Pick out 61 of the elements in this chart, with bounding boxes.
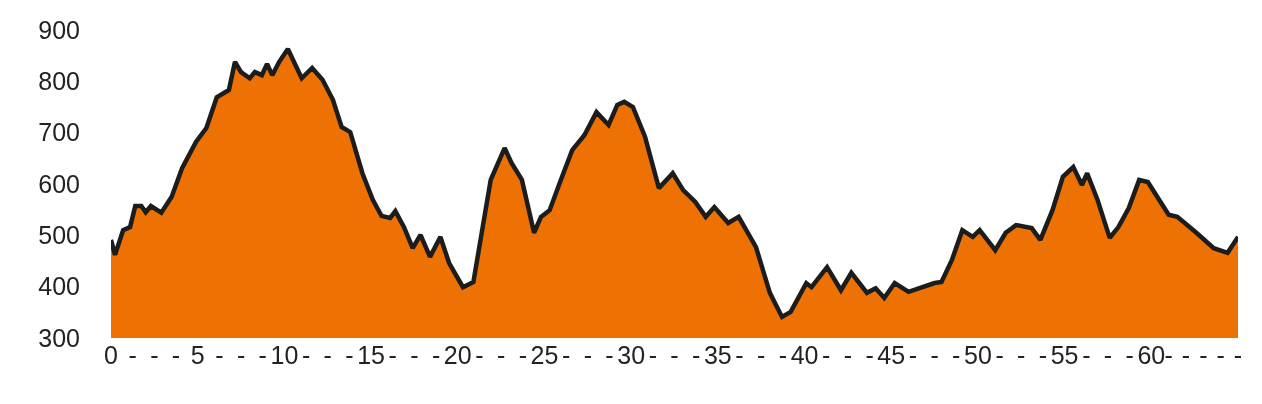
- x-tick-label: -: [1017, 341, 1026, 369]
- x-tick-label: -: [128, 341, 137, 369]
- x-tick-label: -: [431, 341, 441, 369]
- x-tick-label: 20: [443, 341, 472, 369]
- x-tick-label: -: [1181, 341, 1191, 369]
- x-tick-label: -: [1103, 341, 1113, 369]
- x-tick-label: -: [843, 341, 853, 369]
- x-tick-label: -: [605, 341, 614, 369]
- x-tick-label: -: [692, 341, 701, 369]
- x-tick-label: -: [778, 341, 788, 369]
- x-tick-label: -: [258, 341, 267, 369]
- x-tick-label: -: [1199, 341, 1208, 369]
- x-tick-label: -: [865, 341, 874, 369]
- x-tick-label: -: [1233, 341, 1243, 369]
- x-tick-label: -: [1082, 341, 1091, 369]
- x-tick-label: -: [735, 341, 744, 369]
- x-tick-label: -: [150, 341, 159, 369]
- x-tick-label: -: [1125, 341, 1134, 369]
- x-tick-label: 35: [703, 341, 732, 369]
- x-tick-label: 45: [877, 341, 906, 369]
- x-tick-label: 40: [790, 341, 819, 369]
- x-tick-label: -: [345, 341, 354, 369]
- x-tick-label: -: [236, 341, 246, 369]
- x-tick-label: -: [952, 341, 961, 369]
- x-tick-label: -: [215, 341, 224, 369]
- x-tick-label: 55: [1050, 341, 1079, 369]
- x-tick-label: 15: [357, 341, 385, 369]
- x-tick-label: -: [822, 341, 831, 369]
- x-tick-label: -: [475, 341, 484, 369]
- x-tick-label: 10: [270, 341, 299, 369]
- y-tick-label: 900: [38, 15, 80, 44]
- x-tick-label: -: [410, 341, 419, 369]
- x-tick-label: -: [648, 341, 657, 369]
- x-tick-label: 60: [1137, 341, 1166, 369]
- x-tick-label: -: [301, 341, 311, 369]
- x-tick-label: -: [908, 341, 918, 369]
- x-tick-label: -: [1164, 341, 1173, 369]
- x-tick-label: -: [1038, 341, 1048, 369]
- x-tick-label: 50: [964, 341, 992, 369]
- x-tick-label: -: [583, 341, 592, 369]
- y-tick-label: 500: [38, 221, 80, 250]
- x-tick-label: -: [171, 341, 181, 369]
- x-tick-label: -: [518, 341, 527, 369]
- x-tick-label: -: [1216, 341, 1225, 369]
- y-tick-label: 400: [38, 272, 80, 301]
- x-tick-label: 5: [190, 341, 205, 369]
- x-tick-label: -: [388, 341, 397, 369]
- x-tick-label: -: [757, 341, 766, 369]
- x-tick-label: -: [561, 341, 571, 369]
- x-tick-label: 0: [104, 341, 118, 369]
- x-tick-label: -: [323, 341, 332, 369]
- x-tick-label: -: [930, 341, 939, 369]
- y-tick-label: 600: [38, 169, 80, 198]
- x-tick-label: 30: [617, 341, 646, 369]
- x-tick-label: -: [670, 341, 679, 369]
- x-tick-label: -: [496, 341, 506, 369]
- y-tick-label: 800: [38, 67, 80, 96]
- y-tick-label: 300: [38, 323, 80, 352]
- x-tick-label: 25: [530, 341, 559, 369]
- x-tick-label: -: [995, 341, 1004, 369]
- y-tick-label: 700: [38, 118, 80, 147]
